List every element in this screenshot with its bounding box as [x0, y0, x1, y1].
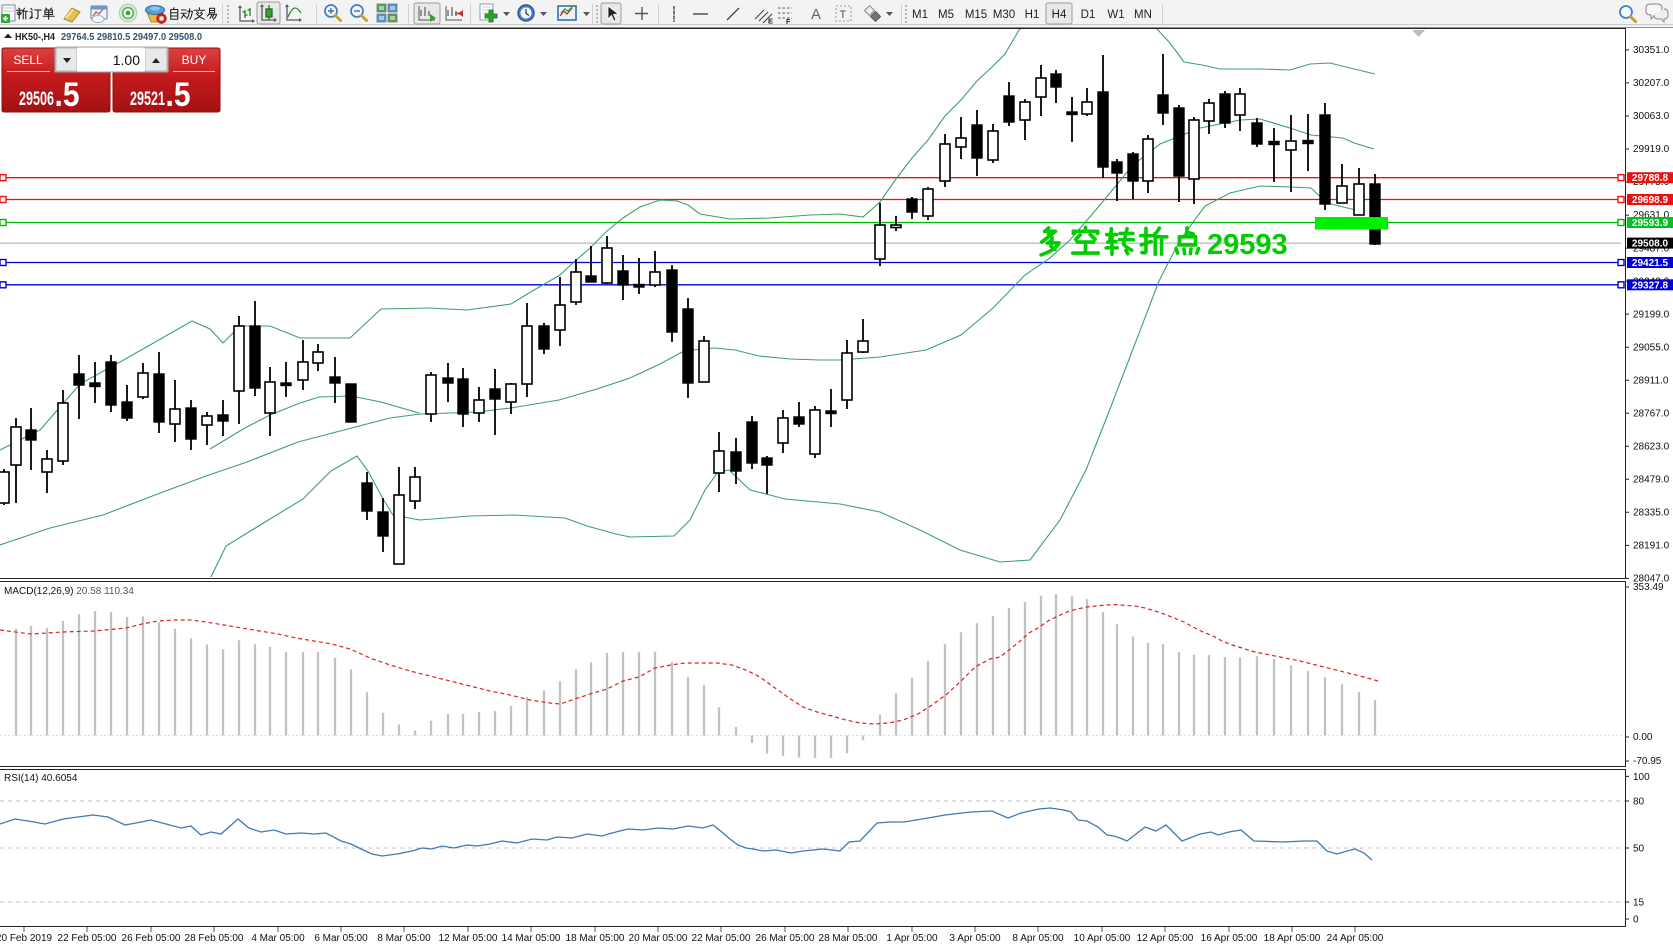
- svg-text:MN: MN: [1134, 9, 1152, 21]
- svg-text:30063.0: 30063.0: [1633, 111, 1670, 122]
- svg-text:E: E: [768, 17, 773, 26]
- svg-text:8 Mar 05:00: 8 Mar 05:00: [377, 933, 431, 944]
- svg-text:353.49: 353.49: [1633, 582, 1664, 593]
- svg-text:20 Mar 05:00: 20 Mar 05:00: [629, 933, 688, 944]
- svg-text:30207.0: 30207.0: [1633, 78, 1670, 89]
- svg-text:29788.8: 29788.8: [1632, 173, 1669, 184]
- svg-text:29487.0: 29487.0: [1633, 243, 1670, 254]
- svg-text:HK50-,H4: HK50-,H4: [15, 31, 55, 43]
- svg-text:28767.0: 28767.0: [1633, 408, 1670, 419]
- svg-text:80: 80: [1633, 797, 1645, 808]
- svg-text:.5: .5: [55, 76, 80, 114]
- svg-text:15: 15: [1633, 898, 1645, 909]
- svg-text:M15: M15: [965, 9, 987, 21]
- svg-text:1 Apr 05:00: 1 Apr 05:00: [886, 933, 938, 944]
- svg-text:F: F: [786, 19, 791, 26]
- svg-text:29055.0: 29055.0: [1633, 342, 1670, 353]
- svg-text:16 Apr 05:00: 16 Apr 05:00: [1201, 933, 1258, 944]
- svg-text:.5: .5: [166, 76, 191, 114]
- svg-text:H1: H1: [1025, 9, 1040, 21]
- svg-text:H4: H4: [1052, 9, 1067, 21]
- svg-text:29631.0: 29631.0: [1633, 210, 1670, 221]
- svg-text:28047.0: 28047.0: [1633, 574, 1670, 585]
- svg-text:12 Apr 05:00: 12 Apr 05:00: [1137, 933, 1194, 944]
- svg-text:W1: W1: [1107, 9, 1124, 21]
- svg-text:28 Mar 05:00: 28 Mar 05:00: [819, 933, 878, 944]
- svg-text:30351.0: 30351.0: [1633, 45, 1670, 56]
- svg-text:18 Mar 05:00: 18 Mar 05:00: [566, 933, 625, 944]
- svg-text:M1: M1: [912, 9, 928, 21]
- svg-text:29506: 29506: [19, 89, 54, 110]
- svg-text:-70.95: -70.95: [1633, 756, 1662, 767]
- svg-text:50: 50: [1633, 844, 1645, 855]
- svg-text:10 Apr 05:00: 10 Apr 05:00: [1074, 933, 1131, 944]
- svg-text:28911.0: 28911.0: [1633, 375, 1669, 386]
- svg-text:29421.5: 29421.5: [1632, 258, 1669, 269]
- svg-text:0.00: 0.00: [1633, 732, 1653, 743]
- svg-text:29508.0: 29508.0: [1632, 239, 1669, 250]
- svg-text:4 Mar 05:00: 4 Mar 05:00: [251, 933, 305, 944]
- svg-text:20 Feb 2019: 20 Feb 2019: [0, 933, 53, 944]
- svg-text:29593: 29593: [1207, 229, 1288, 261]
- svg-text:T: T: [840, 9, 847, 21]
- svg-text:6 Mar 05:00: 6 Mar 05:00: [314, 933, 368, 944]
- svg-text:18 Apr 05:00: 18 Apr 05:00: [1264, 933, 1321, 944]
- svg-text:22 Mar 05:00: 22 Mar 05:00: [692, 933, 751, 944]
- svg-text:1.00: 1.00: [113, 52, 140, 68]
- svg-text:28479.0: 28479.0: [1633, 475, 1670, 486]
- svg-text:A: A: [811, 6, 821, 23]
- svg-text:26 Feb 05:00: 26 Feb 05:00: [122, 933, 181, 944]
- svg-text:28623.0: 28623.0: [1633, 442, 1670, 453]
- svg-text:14 Mar 05:00: 14 Mar 05:00: [502, 933, 561, 944]
- svg-text:M30: M30: [993, 9, 1015, 21]
- svg-text:12 Mar 05:00: 12 Mar 05:00: [439, 933, 498, 944]
- svg-text:BUY: BUY: [182, 53, 207, 67]
- svg-text:3 Apr 05:00: 3 Apr 05:00: [949, 933, 1001, 944]
- svg-text:29593.9: 29593.9: [1632, 218, 1669, 229]
- svg-text:29199.0: 29199.0: [1633, 309, 1670, 320]
- svg-text:24 Apr 05:00: 24 Apr 05:00: [1327, 933, 1384, 944]
- svg-text:M5: M5: [938, 9, 954, 21]
- svg-text:28 Feb 05:00: 28 Feb 05:00: [185, 933, 244, 944]
- svg-text:SELL: SELL: [13, 53, 43, 67]
- svg-text:RSI(14) 40.6054: RSI(14) 40.6054: [4, 773, 78, 784]
- svg-text:29919.0: 29919.0: [1633, 144, 1670, 155]
- svg-text:22 Feb 05:00: 22 Feb 05:00: [58, 933, 117, 944]
- svg-text:100: 100: [1633, 772, 1650, 783]
- svg-text:28335.0: 28335.0: [1633, 508, 1670, 519]
- svg-text:D1: D1: [1081, 9, 1096, 21]
- svg-text:29521: 29521: [130, 89, 165, 110]
- svg-text:28191.0: 28191.0: [1633, 541, 1670, 552]
- svg-text:26 Mar 05:00: 26 Mar 05:00: [756, 933, 815, 944]
- svg-text:8 Apr 05:00: 8 Apr 05:00: [1012, 933, 1064, 944]
- svg-text:0: 0: [1633, 915, 1639, 926]
- svg-text:29764.5 29810.5 29497.0 29508.: 29764.5 29810.5 29497.0 29508.0: [61, 31, 202, 43]
- svg-text:29698.9: 29698.9: [1632, 195, 1669, 206]
- svg-text:MACD(12,26,9) 20.58 110.34: MACD(12,26,9) 20.58 110.34: [4, 586, 134, 597]
- svg-text:29327.8: 29327.8: [1632, 280, 1669, 291]
